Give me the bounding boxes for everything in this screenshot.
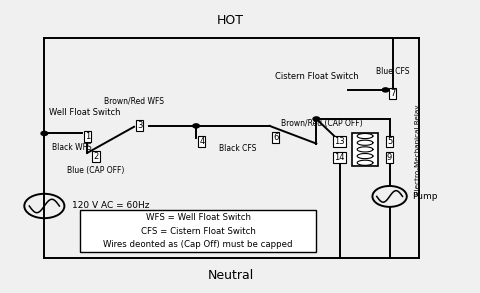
FancyBboxPatch shape [80,210,316,253]
Text: Black WFS: Black WFS [52,143,92,152]
Text: 120 V AC = 60Hz: 120 V AC = 60Hz [72,202,149,210]
Circle shape [193,124,199,128]
Text: 5: 5 [387,137,392,146]
Text: Blue CFS: Blue CFS [376,67,409,76]
Text: Brown/Red (CAP OFF): Brown/Red (CAP OFF) [281,119,363,128]
FancyBboxPatch shape [352,133,378,166]
Circle shape [313,117,320,121]
Text: 4: 4 [199,137,204,146]
Circle shape [41,131,48,135]
Text: 13: 13 [334,137,345,146]
Text: 6: 6 [273,133,278,142]
Text: 14: 14 [334,153,345,162]
Text: Blue (CAP OFF): Blue (CAP OFF) [67,166,125,175]
Text: WFS = Well Float Switch
CFS = Cistern Float Switch
Wires deonted as (Cap Off) mu: WFS = Well Float Switch CFS = Cistern Fl… [104,213,293,249]
Text: 3: 3 [137,121,143,130]
Text: HOT: HOT [217,14,244,27]
Text: Brown/Red WFS: Brown/Red WFS [104,96,164,105]
Circle shape [382,88,389,92]
Text: 7: 7 [390,89,396,98]
Text: Well Float Switch: Well Float Switch [49,108,120,117]
Text: Cistern Float Switch: Cistern Float Switch [275,72,358,81]
Text: 9: 9 [387,153,392,162]
Text: Pump: Pump [412,192,438,201]
Text: Electro-Mechanical Relay: Electro-Mechanical Relay [415,104,421,195]
Text: 2: 2 [93,152,98,161]
Text: Black CFS: Black CFS [218,144,256,153]
Text: Neutral: Neutral [207,269,253,282]
Text: 1: 1 [84,132,90,142]
